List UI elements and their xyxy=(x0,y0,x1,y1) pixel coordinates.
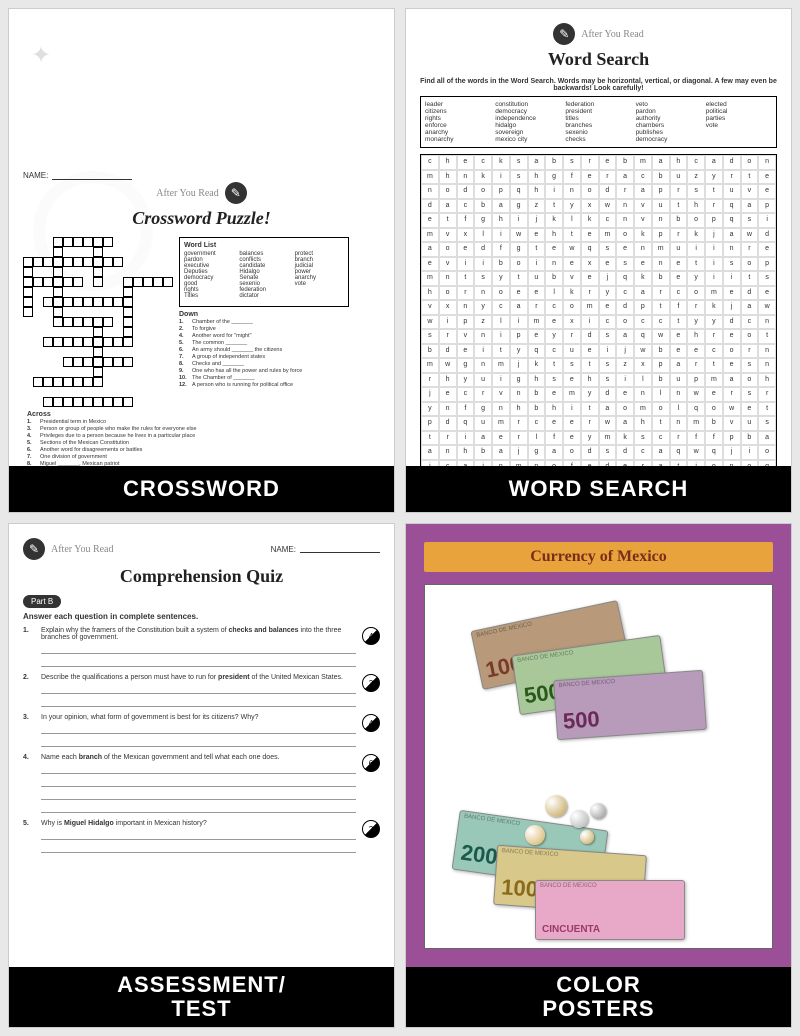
crossword-card: ✦ NAME: After You Read ✎ Crossword Puzzl… xyxy=(8,8,395,513)
after-read-text-quiz: After You Read xyxy=(51,544,114,555)
crossword-title: Crossword Puzzle! xyxy=(23,208,380,229)
poster-card: Currency of Mexico BANCO DE MEXICO1000BA… xyxy=(405,523,792,1028)
name-field: NAME: xyxy=(23,171,380,180)
poster-title: Currency of Mexico xyxy=(424,542,773,572)
name-underline-quiz xyxy=(300,545,380,553)
down-list: 1.Chamber of the _______2.To forgive4.An… xyxy=(179,319,380,388)
wordsearch-card: ✎ After You Read Word Search Find all of… xyxy=(405,8,792,513)
wordsearch-grid: checksabsrebmahcadonmhnkishgferacbuzyrte… xyxy=(420,154,777,466)
word-list-header: Word List xyxy=(184,242,344,249)
part-badge: Part B xyxy=(23,595,61,608)
quiz-card: ✎ After You Read NAME: Comprehension Qui… xyxy=(8,523,395,1028)
after-read-text: After You Read xyxy=(156,188,219,199)
poster-page: Currency of Mexico BANCO DE MEXICO1000BA… xyxy=(406,524,791,967)
wordsearch-title: Word Search xyxy=(420,49,777,70)
quiz-title: Comprehension Quiz xyxy=(23,566,380,587)
compass-icon: ✦ xyxy=(31,41,61,71)
poster-footer: COLOR POSTERS xyxy=(406,967,791,1027)
name-label-quiz: NAME: xyxy=(271,545,296,554)
name-label: NAME: xyxy=(23,171,48,180)
pencil-icon-quiz: ✎ xyxy=(23,538,45,560)
quiz-page: ✎ After You Read NAME: Comprehension Qui… xyxy=(9,524,394,967)
wordsearch-page: ✎ After You Read Word Search Find all of… xyxy=(406,9,791,466)
crossword-page: ✦ NAME: After You Read ✎ Crossword Puzzl… xyxy=(9,9,394,466)
after-read-header-quiz: ✎ After You Read xyxy=(23,538,114,560)
wordsearch-footer: WORD SEARCH xyxy=(406,466,791,512)
across-header: Across xyxy=(27,411,380,418)
quiz-footer: ASSESSMENT/ TEST xyxy=(9,967,394,1027)
across-clues: Across 1.Presidential term in Mexico3.Pe… xyxy=(27,411,380,466)
crossword-footer: CROSSWORD xyxy=(9,466,394,512)
after-read-header: After You Read ✎ xyxy=(23,182,380,204)
wordsearch-instructions: Find all of the words in the Word Search… xyxy=(420,78,777,92)
after-read-header-ws: ✎ After You Read xyxy=(420,23,777,45)
crossword-grid xyxy=(23,237,173,407)
word-list-box: Word List governmentpardonexecutiveDeput… xyxy=(179,237,349,307)
quiz-instructions: Answer each question in complete sentenc… xyxy=(23,612,380,621)
poster-image: BANCO DE MEXICO1000BANCO DE MEXICO500BAN… xyxy=(424,584,773,949)
across-list: 1.Presidential term in Mexico3.Person or… xyxy=(27,419,380,466)
after-read-text-ws: After You Read xyxy=(581,29,644,40)
quiz-questions: 1.Explain why the framers of the Constit… xyxy=(23,627,380,856)
down-header: Down xyxy=(179,311,380,318)
word-list-items: governmentpardonexecutiveDeputiesdemocra… xyxy=(184,251,344,299)
down-clues: Down 1.Chamber of the _______2.To forgiv… xyxy=(179,311,380,388)
pencil-icon-ws: ✎ xyxy=(553,23,575,45)
name-field-quiz: NAME: xyxy=(271,545,380,554)
name-underline xyxy=(52,172,132,180)
wordsearch-wordbox: leadercitizensrightsenforceanarchymonarc… xyxy=(420,96,777,148)
pencil-icon: ✎ xyxy=(225,182,247,204)
